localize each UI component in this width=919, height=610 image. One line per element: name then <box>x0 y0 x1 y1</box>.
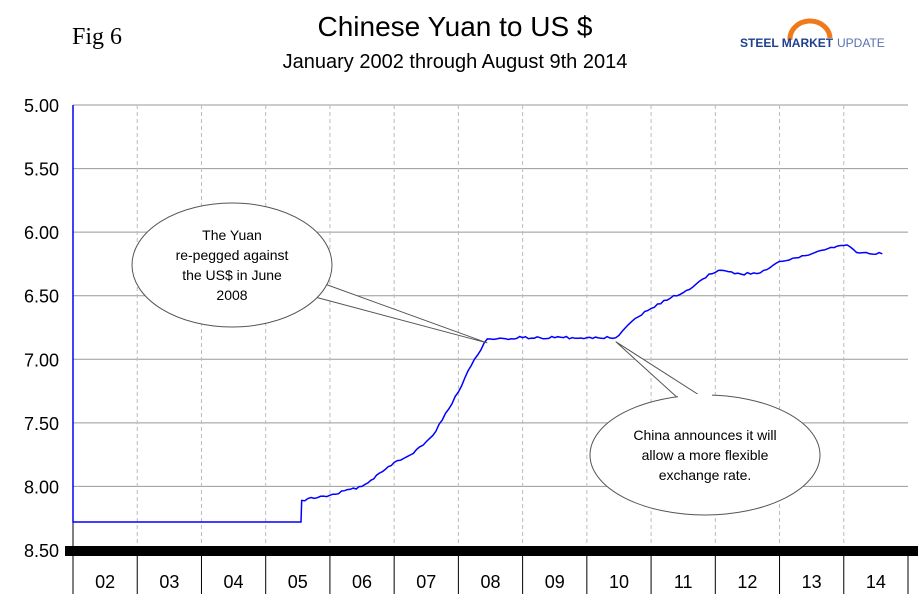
callout-mask <box>298 269 317 275</box>
x-axis-band <box>65 546 918 556</box>
y-tick-label: 7.50 <box>24 414 59 434</box>
callout-mask <box>678 394 712 400</box>
callout-text: China announces it will <box>633 427 776 443</box>
chart-title: Chinese Yuan to US $ <box>317 11 592 42</box>
callout-tail <box>300 275 487 343</box>
x-tick-label: 10 <box>609 572 629 592</box>
x-tick-label: 11 <box>674 572 693 592</box>
x-tick-label: 09 <box>545 572 565 592</box>
callout-text: The Yuan <box>202 227 262 243</box>
y-tick-label: 5.50 <box>24 160 59 180</box>
y-tick-label: 6.00 <box>24 223 59 243</box>
callout-text: 2008 <box>216 287 247 303</box>
x-tick-label: 03 <box>159 572 179 592</box>
x-tick-label: 08 <box>480 572 500 592</box>
x-tick-label: 04 <box>224 572 244 592</box>
chart: Fig 6 Chinese Yuan to US $ January 2002 … <box>0 0 919 610</box>
x-tick-label: 06 <box>352 572 372 592</box>
logo-text-light: UPDATE <box>837 36 885 50</box>
x-tick-label: 13 <box>802 572 822 592</box>
y-tick-label: 8.00 <box>24 477 59 497</box>
callout-tail <box>616 342 710 402</box>
logo: STEEL MARKET UPDATE <box>740 21 885 50</box>
callout-text: exchange rate. <box>659 467 752 483</box>
y-tick-label: 5.00 <box>24 96 59 116</box>
chart-subtitle: January 2002 through August 9th 2014 <box>283 51 628 73</box>
y-tick-label: 6.50 <box>24 287 59 307</box>
x-tick-label: 14 <box>866 572 886 592</box>
callout-text: allow a more flexible <box>642 447 769 463</box>
callout-text: the US$ in June <box>182 267 282 283</box>
callout-text: re-pegged against <box>176 247 289 263</box>
x-tick-label: 12 <box>737 572 757 592</box>
callout-bubble <box>132 203 332 327</box>
x-tick-label: 07 <box>416 572 436 592</box>
x-tick-label: 05 <box>288 572 308 592</box>
logo-text-bold: STEEL MARKET <box>740 36 834 50</box>
y-tick-label: 8.50 <box>24 541 59 561</box>
y-tick-label: 7.00 <box>24 350 59 370</box>
x-tick-label: 02 <box>95 572 115 592</box>
fig-label: Fig 6 <box>72 24 122 50</box>
